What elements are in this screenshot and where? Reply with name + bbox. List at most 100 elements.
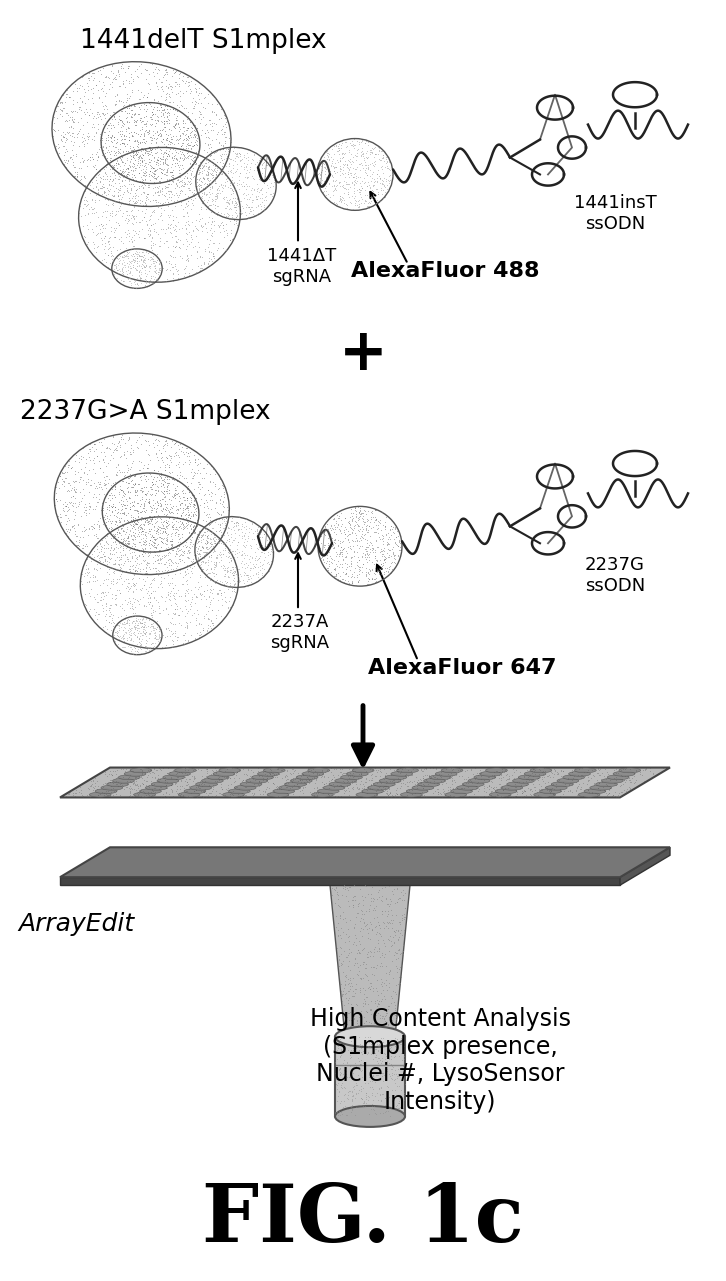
Point <box>131 251 143 272</box>
Point <box>205 575 217 596</box>
Point <box>138 208 150 228</box>
Point <box>160 142 171 163</box>
Point <box>206 113 218 133</box>
Point <box>236 521 248 542</box>
Point <box>122 58 134 78</box>
Point <box>378 564 390 584</box>
Point <box>492 784 504 804</box>
Point <box>359 501 370 521</box>
Point <box>212 178 224 199</box>
Point <box>210 186 221 206</box>
Point <box>120 165 131 186</box>
Point <box>221 557 233 578</box>
Point <box>77 197 89 218</box>
Point <box>185 596 197 616</box>
Point <box>187 506 198 526</box>
Point <box>203 173 214 193</box>
Point <box>187 229 198 250</box>
Point <box>189 73 201 94</box>
Point <box>345 165 356 186</box>
Point <box>391 535 403 556</box>
Point <box>625 772 637 793</box>
Point <box>353 1067 364 1088</box>
Point <box>162 143 174 164</box>
Point <box>101 178 113 199</box>
Point <box>118 483 130 503</box>
Point <box>327 165 338 186</box>
Point <box>375 1040 386 1061</box>
Point <box>173 82 184 102</box>
Point <box>114 109 126 129</box>
Point <box>206 182 218 202</box>
Point <box>144 538 156 559</box>
Point <box>187 222 199 242</box>
Point <box>131 246 143 266</box>
Point <box>203 767 214 788</box>
Point <box>166 76 177 96</box>
Point <box>166 167 178 187</box>
Point <box>211 188 222 209</box>
Point <box>339 966 351 986</box>
Point <box>365 957 377 977</box>
Point <box>144 588 156 608</box>
Point <box>189 225 201 246</box>
Point <box>243 767 255 788</box>
Point <box>105 524 117 544</box>
Point <box>375 1090 386 1111</box>
Point <box>211 771 222 792</box>
Point <box>113 138 124 159</box>
Point <box>126 273 137 293</box>
Point <box>390 956 401 976</box>
Point <box>152 546 164 566</box>
Point <box>113 179 125 200</box>
Point <box>138 616 150 637</box>
Point <box>623 770 635 790</box>
Point <box>330 546 342 566</box>
Point <box>163 119 175 140</box>
Point <box>204 169 216 190</box>
Point <box>224 229 235 250</box>
Point <box>415 772 427 793</box>
Point <box>198 190 210 210</box>
Point <box>210 573 221 593</box>
Point <box>135 167 147 187</box>
Point <box>230 195 242 215</box>
Point <box>351 514 363 534</box>
Point <box>193 138 205 159</box>
Point <box>206 143 218 164</box>
Point <box>166 154 178 174</box>
Point <box>356 143 368 164</box>
Point <box>114 436 126 456</box>
Point <box>421 770 433 790</box>
Point <box>162 110 174 131</box>
Point <box>258 524 269 544</box>
Point <box>154 550 166 570</box>
Point <box>196 772 208 793</box>
Point <box>204 163 216 183</box>
Point <box>182 127 194 147</box>
Point <box>608 785 619 806</box>
Point <box>131 155 143 175</box>
Point <box>356 146 367 167</box>
Point <box>317 182 329 202</box>
Point <box>423 779 434 799</box>
Point <box>399 765 410 785</box>
Point <box>160 270 171 291</box>
Point <box>186 551 197 571</box>
Point <box>261 552 273 573</box>
Ellipse shape <box>290 779 312 783</box>
Point <box>256 771 267 792</box>
Point <box>200 766 212 787</box>
Point <box>338 908 349 929</box>
Point <box>434 766 446 787</box>
Point <box>186 523 197 543</box>
Point <box>148 570 160 591</box>
Point <box>566 783 577 803</box>
Point <box>187 237 198 257</box>
Ellipse shape <box>246 779 268 783</box>
Point <box>184 111 195 132</box>
Point <box>191 242 203 263</box>
Point <box>150 778 161 798</box>
Point <box>54 99 65 119</box>
Point <box>340 546 351 566</box>
